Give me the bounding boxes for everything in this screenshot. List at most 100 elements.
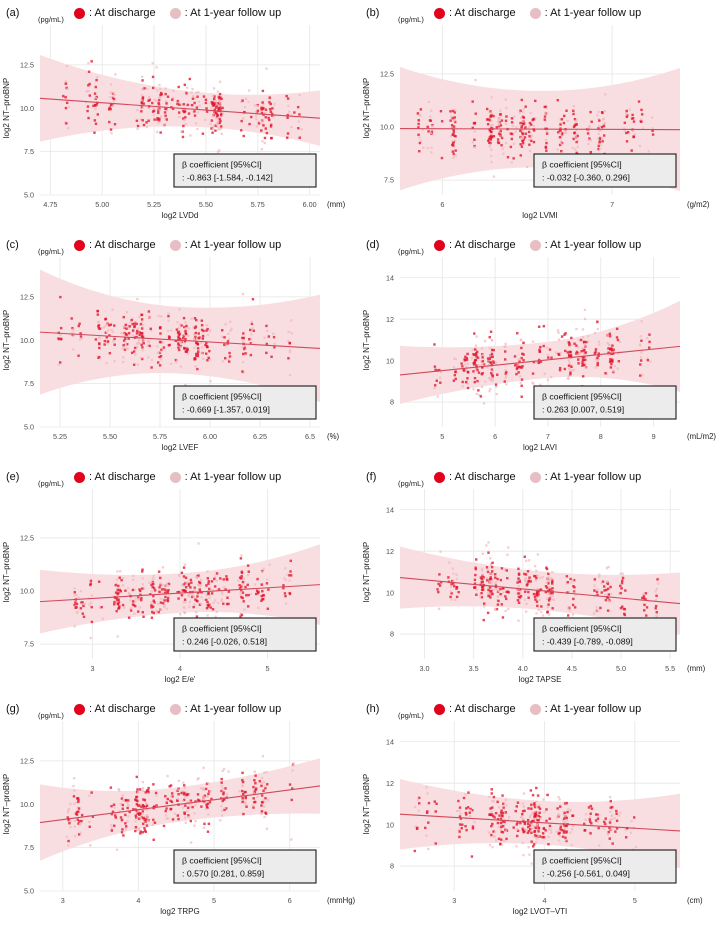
svg-text:(mm): (mm) (687, 664, 706, 673)
svg-text:: -0.863 [-1.584, -0.142]: : -0.863 [-1.584, -0.142] (182, 173, 273, 183)
svg-text:12: 12 (386, 315, 394, 324)
svg-text:10: 10 (386, 588, 394, 597)
svg-text:12.5: 12.5 (20, 533, 34, 542)
svg-text:: -0.439 [-0.789, -0.089]: : -0.439 [-0.789, -0.089] (542, 637, 633, 647)
svg-text:10.0: 10.0 (20, 104, 34, 113)
svg-text:6: 6 (493, 432, 497, 441)
svg-text:5: 5 (266, 664, 270, 673)
svg-text:(pg/mL): (pg/mL) (38, 711, 64, 720)
svg-text:log2 E/e': log2 E/e' (165, 675, 196, 684)
svg-text:5.25: 5.25 (147, 200, 161, 209)
svg-text:(pg/mL): (pg/mL) (398, 15, 424, 24)
svg-text:5.0: 5.0 (24, 423, 34, 432)
svg-text:12: 12 (386, 779, 394, 788)
svg-text:(pg/mL): (pg/mL) (38, 247, 64, 256)
svg-text:5.25: 5.25 (53, 432, 67, 441)
svg-text:5: 5 (440, 432, 444, 441)
svg-text:β coefficient [95%CI]: β coefficient [95%CI] (182, 160, 262, 170)
svg-text:3: 3 (91, 664, 95, 673)
svg-text:3.5: 3.5 (469, 664, 479, 673)
svg-text:10: 10 (386, 820, 394, 829)
svg-text:β coefficient [95%CI]: β coefficient [95%CI] (542, 624, 622, 634)
svg-text:10: 10 (386, 356, 394, 365)
svg-text:(pg/mL): (pg/mL) (398, 479, 424, 488)
svg-text:3: 3 (61, 896, 65, 905)
svg-text:4.0: 4.0 (518, 664, 528, 673)
svg-text:12.5: 12.5 (20, 757, 34, 766)
svg-text:9: 9 (652, 432, 656, 441)
svg-text:14: 14 (386, 505, 394, 514)
svg-text:5.5: 5.5 (665, 664, 675, 673)
svg-text:5: 5 (212, 896, 216, 905)
svg-text:10.0: 10.0 (20, 587, 34, 596)
svg-text:β coefficient [95%CI]: β coefficient [95%CI] (542, 160, 622, 170)
svg-text:(pg/mL): (pg/mL) (398, 247, 424, 256)
svg-text:14: 14 (386, 273, 394, 282)
svg-text:4.75: 4.75 (43, 200, 57, 209)
svg-text:: -0.669 [-1.357, 0.019]: : -0.669 [-1.357, 0.019] (182, 405, 270, 415)
svg-text:8: 8 (390, 862, 394, 871)
svg-text:: 0.246 [-0.026, 0.518]: : 0.246 [-0.026, 0.518] (182, 637, 267, 647)
svg-text:8: 8 (390, 630, 394, 639)
svg-text:log2 LVDd: log2 LVDd (162, 211, 199, 220)
svg-text:6: 6 (440, 200, 444, 209)
svg-text:5.0: 5.0 (24, 887, 34, 896)
svg-text:: 0.263 [0.007, 0.519]: : 0.263 [0.007, 0.519] (542, 405, 624, 415)
svg-text:(%): (%) (327, 432, 340, 441)
svg-text:10.0: 10.0 (20, 336, 34, 345)
svg-text:(mm): (mm) (327, 200, 346, 209)
svg-text:4: 4 (543, 896, 547, 905)
svg-text:(pg/mL): (pg/mL) (38, 15, 64, 24)
svg-text:log2 LVOT–VTI: log2 LVOT–VTI (513, 907, 568, 916)
svg-text:7.5: 7.5 (24, 147, 34, 156)
svg-text:7.5: 7.5 (24, 640, 34, 649)
svg-text:(pg/mL): (pg/mL) (398, 711, 424, 720)
svg-text:log2 TRPG: log2 TRPG (160, 907, 199, 916)
svg-text:12.5: 12.5 (20, 293, 34, 302)
svg-text:7.5: 7.5 (384, 176, 394, 185)
svg-text:5.50: 5.50 (199, 200, 213, 209)
svg-text:β coefficient [95%CI]: β coefficient [95%CI] (182, 856, 262, 866)
svg-text:4: 4 (178, 664, 182, 673)
svg-text:12.5: 12.5 (380, 69, 394, 78)
svg-text:10.0: 10.0 (380, 123, 394, 132)
svg-text:5.75: 5.75 (153, 432, 167, 441)
svg-text:6.00: 6.00 (303, 200, 317, 209)
svg-text:7: 7 (546, 432, 550, 441)
svg-text:6.5: 6.5 (305, 432, 315, 441)
svg-text:log2 LAVI: log2 LAVI (523, 443, 557, 452)
svg-text:12.5: 12.5 (20, 61, 34, 70)
svg-text:β coefficient [95%CI]: β coefficient [95%CI] (182, 392, 262, 402)
svg-text:4: 4 (136, 896, 140, 905)
svg-text:log2 LVEF: log2 LVEF (162, 443, 199, 452)
svg-text:10.0: 10.0 (20, 800, 34, 809)
svg-text:β coefficient [95%CI]: β coefficient [95%CI] (542, 856, 622, 866)
svg-text:3: 3 (452, 896, 456, 905)
svg-text:6.00: 6.00 (203, 432, 217, 441)
svg-text:: -0.032 [-0.360, 0.296]: : -0.032 [-0.360, 0.296] (542, 173, 630, 183)
svg-text:12: 12 (386, 547, 394, 556)
svg-text:: 0.570 [0.281, 0.859]: : 0.570 [0.281, 0.859] (182, 869, 264, 879)
svg-text:(g/m2): (g/m2) (687, 200, 710, 209)
svg-text:5.00: 5.00 (95, 200, 109, 209)
svg-text:5.0: 5.0 (24, 191, 34, 200)
svg-text:β coefficient [95%CI]: β coefficient [95%CI] (542, 392, 622, 402)
svg-text:8: 8 (599, 432, 603, 441)
svg-text:log2 TAPSE: log2 TAPSE (519, 675, 562, 684)
svg-text:(cm): (cm) (687, 896, 703, 905)
svg-text:5.75: 5.75 (251, 200, 265, 209)
svg-text:log2 LVMI: log2 LVMI (522, 211, 557, 220)
svg-text:5: 5 (633, 896, 637, 905)
svg-text:14: 14 (386, 737, 394, 746)
svg-text:3.0: 3.0 (420, 664, 430, 673)
svg-text:: -0.256 [-0.561, 0.049]: : -0.256 [-0.561, 0.049] (542, 869, 630, 879)
svg-text:β coefficient [95%CI]: β coefficient [95%CI] (182, 624, 262, 634)
svg-text:4.5: 4.5 (567, 664, 577, 673)
svg-text:6: 6 (288, 896, 292, 905)
svg-text:(mL/m2): (mL/m2) (687, 432, 716, 441)
svg-text:7.5: 7.5 (24, 379, 34, 388)
svg-text:7: 7 (610, 200, 614, 209)
svg-text:5.50: 5.50 (103, 432, 117, 441)
svg-text:5.0: 5.0 (616, 664, 626, 673)
svg-text:6.25: 6.25 (253, 432, 267, 441)
